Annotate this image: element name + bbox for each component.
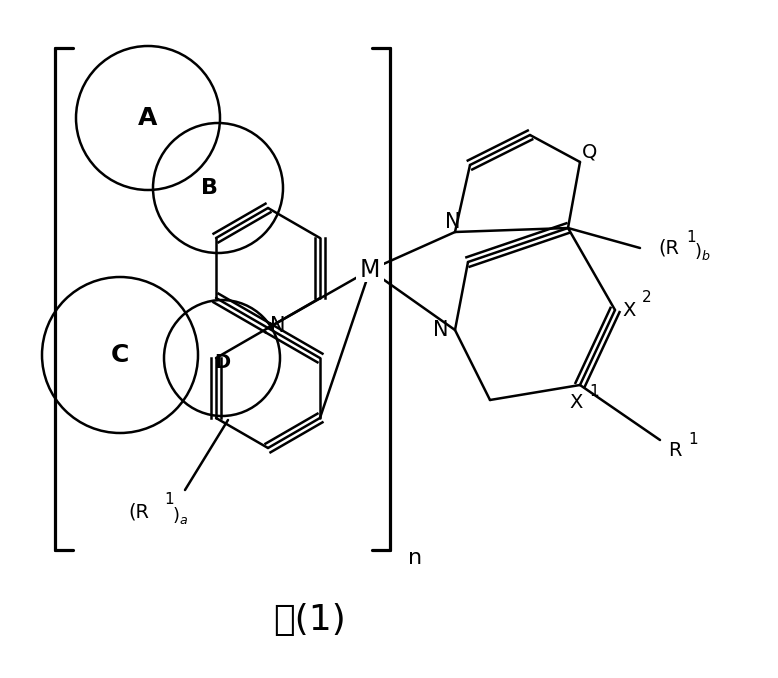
Text: X: X bbox=[569, 393, 583, 412]
Text: M: M bbox=[359, 258, 380, 282]
Text: )$_a$: )$_a$ bbox=[172, 504, 188, 525]
Text: 1: 1 bbox=[164, 492, 173, 508]
Text: Q: Q bbox=[582, 142, 598, 161]
Text: (R: (R bbox=[128, 502, 149, 521]
Text: D: D bbox=[214, 353, 230, 372]
Text: R: R bbox=[668, 441, 682, 460]
Text: 1: 1 bbox=[688, 433, 698, 447]
Text: n: n bbox=[408, 548, 422, 568]
Text: 1: 1 bbox=[589, 384, 599, 399]
Text: C: C bbox=[110, 343, 129, 367]
Bar bbox=[356, 258, 384, 282]
Text: )$_b$: )$_b$ bbox=[694, 241, 710, 262]
Text: 2: 2 bbox=[642, 290, 652, 306]
Text: N: N bbox=[270, 316, 286, 336]
Text: (R: (R bbox=[658, 239, 679, 258]
Text: X: X bbox=[622, 300, 636, 319]
Text: A: A bbox=[138, 106, 158, 130]
Text: N: N bbox=[445, 212, 461, 232]
Text: N: N bbox=[433, 320, 449, 340]
Text: B: B bbox=[202, 178, 219, 198]
Text: 1: 1 bbox=[686, 231, 696, 245]
Text: 式(1): 式(1) bbox=[274, 603, 346, 637]
